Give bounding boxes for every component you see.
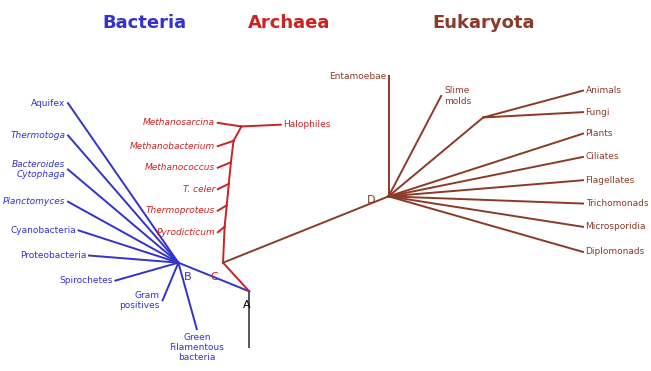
Text: Bacteroides
Cytophaga: Bacteroides Cytophaga: [12, 160, 65, 179]
Text: C: C: [210, 272, 218, 282]
Text: A: A: [243, 301, 251, 310]
Text: Entamoebae: Entamoebae: [329, 72, 386, 81]
Text: Methanococcus: Methanococcus: [145, 163, 215, 172]
Text: Animals: Animals: [586, 86, 622, 95]
Text: B: B: [184, 272, 191, 282]
Text: Pyrodicticum: Pyrodicticum: [156, 228, 215, 237]
Text: Spirochetes: Spirochetes: [59, 276, 113, 285]
Text: Aquifex: Aquifex: [31, 99, 65, 108]
Text: Proteobacteria: Proteobacteria: [20, 251, 87, 260]
Text: Methanobacterium: Methanobacterium: [130, 142, 215, 151]
Text: Plants: Plants: [586, 129, 613, 138]
Text: Diplomonads: Diplomonads: [586, 247, 645, 256]
Text: T. celer: T. celer: [183, 185, 215, 194]
Text: Microsporidia: Microsporidia: [586, 222, 646, 232]
Text: Methanosarcina: Methanosarcina: [143, 118, 215, 127]
Text: Trichomonads: Trichomonads: [586, 199, 648, 208]
Text: Green
Filamentous
bacteria: Green Filamentous bacteria: [169, 332, 224, 362]
Text: Archaea: Archaea: [247, 13, 330, 32]
Text: Thermoproteus: Thermoproteus: [146, 206, 215, 215]
Text: Slime
molds: Slime molds: [444, 86, 471, 106]
Text: Planctomyces: Planctomyces: [3, 197, 65, 206]
Text: Cyanobacteria: Cyanobacteria: [10, 226, 76, 235]
Text: Halophiles: Halophiles: [283, 120, 331, 129]
Text: Flagellates: Flagellates: [586, 176, 635, 185]
Text: Gram
positives: Gram positives: [120, 290, 160, 310]
Text: D: D: [367, 195, 376, 205]
Text: Thermotoga: Thermotoga: [10, 131, 65, 140]
Text: Bacteria: Bacteria: [102, 13, 186, 32]
Text: Fungi: Fungi: [586, 108, 610, 116]
Text: Ciliates: Ciliates: [586, 152, 619, 161]
Text: Eukaryota: Eukaryota: [432, 13, 534, 32]
